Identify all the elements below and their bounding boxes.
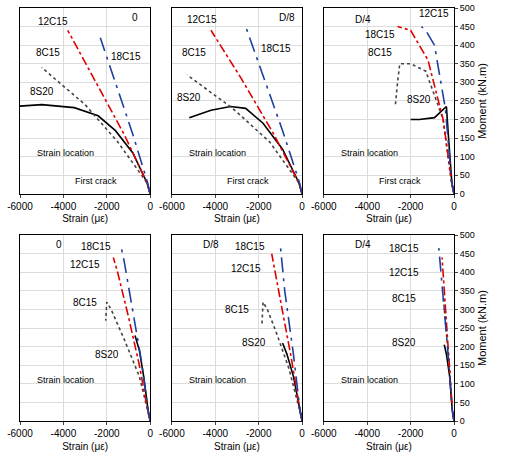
svg-text:0: 0 (299, 428, 305, 439)
svg-text:450: 450 (460, 249, 475, 259)
svg-text:12C15: 12C15 (231, 263, 261, 274)
svg-text:18C15: 18C15 (389, 243, 419, 254)
svg-text:0: 0 (56, 239, 62, 250)
svg-text:D/8: D/8 (279, 12, 295, 23)
svg-text:0: 0 (451, 201, 457, 212)
svg-text:12C15: 12C15 (419, 8, 449, 19)
svg-text:-2000: -2000 (398, 201, 424, 212)
svg-text:-6000: -6000 (7, 201, 33, 212)
svg-text:0: 0 (132, 12, 138, 23)
svg-text:250: 250 (460, 96, 475, 106)
svg-text:0: 0 (451, 428, 457, 439)
svg-text:150: 150 (460, 360, 475, 370)
svg-text:Strain location: Strain location (341, 148, 398, 158)
svg-text:Strain location: Strain location (37, 375, 94, 385)
svg-text:300: 300 (460, 305, 475, 315)
svg-text:400: 400 (460, 267, 475, 277)
svg-text:First crack: First crack (75, 176, 117, 186)
svg-text:-4000: -4000 (203, 428, 229, 439)
svg-text:18C15: 18C15 (235, 241, 265, 252)
svg-text:Strain (με): Strain (με) (62, 441, 108, 452)
svg-text:-6000: -6000 (311, 201, 337, 212)
svg-text:100: 100 (460, 152, 475, 162)
svg-text:8C15: 8C15 (182, 47, 206, 58)
svg-text:12C15: 12C15 (187, 14, 217, 25)
svg-text:18C15: 18C15 (81, 241, 111, 252)
svg-text:Strain location: Strain location (189, 375, 246, 385)
svg-text:8S20: 8S20 (177, 92, 201, 103)
svg-text:8C15: 8C15 (73, 297, 97, 308)
svg-text:0: 0 (299, 201, 305, 212)
svg-text:-2000: -2000 (246, 201, 272, 212)
svg-text:First crack: First crack (227, 176, 269, 186)
svg-text:8S20: 8S20 (407, 94, 431, 105)
svg-text:-4000: -4000 (354, 201, 380, 212)
svg-text:-4000: -4000 (51, 428, 77, 439)
svg-text:8S20: 8S20 (392, 337, 416, 348)
svg-text:Strain (με): Strain (με) (214, 441, 260, 452)
svg-text:8C15: 8C15 (225, 304, 249, 315)
svg-text:18C15: 18C15 (365, 29, 395, 40)
svg-text:First crack: First crack (379, 176, 421, 186)
svg-text:0: 0 (147, 428, 153, 439)
svg-text:D/4: D/4 (355, 239, 371, 250)
svg-text:-6000: -6000 (311, 428, 337, 439)
svg-text:Strain (με): Strain (με) (62, 213, 108, 224)
svg-text:12C15: 12C15 (38, 16, 68, 27)
svg-text:-4000: -4000 (51, 201, 77, 212)
svg-text:Strain location: Strain location (37, 148, 94, 158)
svg-text:Moment (kN.m): Moment (kN.m) (476, 290, 488, 366)
svg-text:0: 0 (460, 189, 465, 199)
svg-text:50: 50 (460, 398, 470, 408)
svg-text:-4000: -4000 (203, 201, 229, 212)
svg-text:250: 250 (460, 323, 475, 333)
svg-text:8C15: 8C15 (368, 47, 392, 58)
svg-text:8S20: 8S20 (95, 349, 119, 360)
svg-text:-6000: -6000 (159, 428, 185, 439)
svg-text:Strain (με): Strain (με) (366, 213, 412, 224)
svg-text:300: 300 (460, 77, 475, 87)
svg-text:8C15: 8C15 (36, 47, 60, 58)
svg-text:100: 100 (460, 379, 475, 389)
svg-text:-2000: -2000 (94, 428, 120, 439)
svg-text:350: 350 (460, 286, 475, 296)
svg-text:0: 0 (147, 201, 153, 212)
svg-text:8S20: 8S20 (30, 86, 54, 97)
svg-text:0: 0 (460, 416, 465, 426)
svg-text:D/4: D/4 (355, 14, 371, 25)
svg-text:12C15: 12C15 (389, 267, 419, 278)
svg-text:50: 50 (460, 170, 470, 180)
svg-text:Strain (με): Strain (με) (366, 441, 412, 452)
svg-text:350: 350 (460, 59, 475, 69)
svg-text:12C15: 12C15 (70, 259, 100, 270)
svg-text:-2000: -2000 (398, 428, 424, 439)
svg-text:8C15: 8C15 (392, 293, 416, 304)
svg-text:-6000: -6000 (159, 201, 185, 212)
svg-text:500: 500 (460, 3, 475, 13)
svg-text:Strain (με): Strain (με) (214, 213, 260, 224)
svg-text:Strain location: Strain location (189, 148, 246, 158)
svg-text:-4000: -4000 (354, 428, 380, 439)
svg-text:-2000: -2000 (94, 201, 120, 212)
svg-text:Moment (kN.m): Moment (kN.m) (476, 63, 488, 139)
svg-text:-2000: -2000 (246, 428, 272, 439)
svg-text:18C15: 18C15 (111, 51, 141, 62)
svg-text:150: 150 (460, 133, 475, 143)
svg-text:8S20: 8S20 (242, 337, 266, 348)
svg-text:400: 400 (460, 40, 475, 50)
svg-text:500: 500 (460, 230, 475, 240)
svg-text:-6000: -6000 (7, 428, 33, 439)
svg-text:D/8: D/8 (203, 239, 219, 250)
svg-text:Strain location: Strain location (341, 375, 398, 385)
svg-text:450: 450 (460, 22, 475, 32)
svg-text:200: 200 (460, 342, 475, 352)
svg-text:200: 200 (460, 115, 475, 125)
svg-text:18C15: 18C15 (261, 43, 291, 54)
